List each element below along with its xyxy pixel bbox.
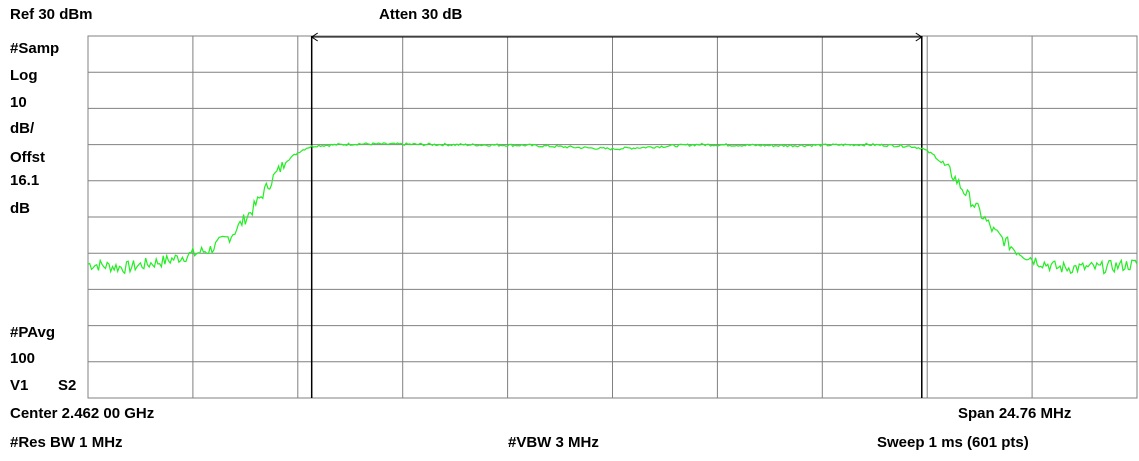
offset-label: Offst: [10, 149, 45, 166]
scale-value-label: 10: [10, 94, 27, 111]
sweep-label: Sweep 1 ms (601 pts): [877, 434, 1029, 451]
center-frequency-label: Center 2.462 00 GHz: [10, 405, 155, 422]
attenuation-label: Atten 30 dB: [379, 6, 463, 23]
detector-label: #Samp: [10, 40, 60, 57]
averaging-count-label: 100: [10, 350, 36, 367]
span-arrow-head-right: [915, 32, 923, 42]
ref-level-label: Ref 30 dBm: [10, 6, 93, 23]
span-label: Span 24.76 MHz: [958, 405, 1072, 422]
spectrum-trace: [87, 142, 1138, 275]
vbw-label: #VBW 3 MHz: [508, 434, 599, 451]
rbw-label: #Res BW 1 MHz: [10, 434, 123, 451]
v1-label: V1: [10, 377, 29, 394]
s2-label: S2: [58, 377, 77, 394]
offset-value-label: 16.1: [10, 172, 40, 189]
span-arrow-head-left: [310, 32, 318, 42]
offset-unit-label: dB: [10, 200, 30, 217]
averaging-label: #PAvg: [10, 324, 56, 341]
scale-unit-label: dB/: [10, 120, 35, 137]
scale-type-label: Log: [10, 67, 38, 84]
